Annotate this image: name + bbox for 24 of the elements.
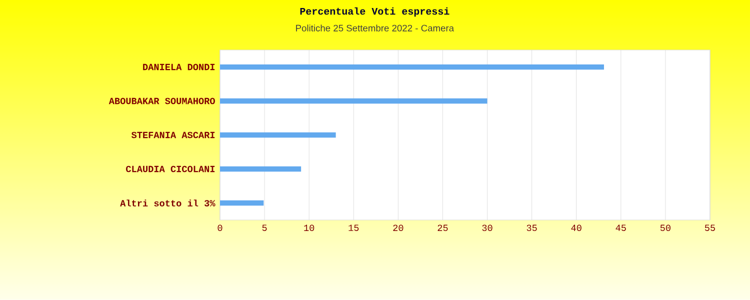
- x-tick-label: 30: [482, 224, 492, 232]
- bar: [220, 166, 302, 172]
- y-tick-label: Altri sotto il 3%: [120, 200, 216, 206]
- x-tick-label: 35: [526, 224, 537, 232]
- x-tick-label: 40: [571, 224, 582, 232]
- x-tick-label: 10: [304, 224, 314, 232]
- bar: [220, 200, 264, 206]
- x-tick-label: 15: [348, 224, 359, 231]
- x-tick-label: 25: [438, 224, 448, 232]
- y-tick-label: STEFANIA ASCARI: [131, 132, 215, 138]
- x-tick-label: 45: [616, 224, 626, 231]
- y-tick-label: CLAUDIA CICOLANI: [126, 166, 215, 172]
- chart-subtitle: Politiche 25 Settembre 2022 - Camera: [296, 24, 454, 32]
- bar: [220, 64, 604, 70]
- bar: [220, 98, 488, 104]
- y-tick-label: ABOUBAKAR SOUMAHORO: [108, 98, 215, 104]
- x-tick-label: 55: [704, 224, 715, 231]
- bar: [220, 132, 336, 138]
- y-tick-label: DANIELA DONDI: [143, 64, 215, 70]
- x-tick-label: 5: [262, 224, 267, 231]
- x-tick-label: 0: [218, 224, 222, 232]
- x-tick-label: 50: [660, 224, 670, 232]
- chart-title: Percentuale Voti espressi: [300, 7, 450, 17]
- x-tick-label: 20: [393, 224, 404, 232]
